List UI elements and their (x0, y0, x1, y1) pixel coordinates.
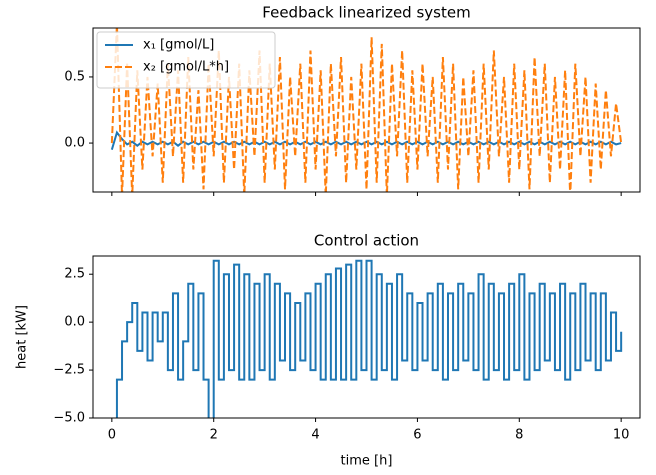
y-tick-label: −5.0 (53, 411, 85, 426)
y-tick-label: 0.5 (64, 69, 85, 84)
series-line (115, 259, 623, 418)
x-tick-label: 6 (413, 428, 421, 443)
legend-label: x₂ [gmol/L*h] (143, 60, 229, 75)
axes-frame (92, 27, 641, 193)
subplot-title: Feedback linearized system (262, 4, 470, 22)
axes-frame (92, 255, 641, 419)
plot-area (110, 28, 623, 192)
y-tick-label: 0.0 (64, 136, 85, 151)
x-axis-label: time [h] (341, 454, 393, 469)
y-axis-label: heat [kW] (15, 305, 30, 369)
plot-area (115, 259, 623, 418)
y-tick-label: 0.0 (64, 315, 85, 330)
x-tick-label: 8 (515, 428, 523, 443)
legend-box (96, 31, 276, 89)
subplot-title: Control action (314, 232, 419, 250)
x-tick-label: 2 (210, 428, 218, 443)
x-tick-label: 0 (108, 428, 116, 443)
y-tick-label: 2.5 (64, 267, 85, 282)
x-tick-label: 10 (613, 428, 630, 443)
series-line (110, 28, 623, 192)
series-line (110, 130, 622, 150)
legend-label: x₁ [gmol/L] (143, 38, 214, 53)
y-tick-label: −2.5 (53, 363, 85, 378)
x-tick-label: 4 (311, 428, 319, 443)
